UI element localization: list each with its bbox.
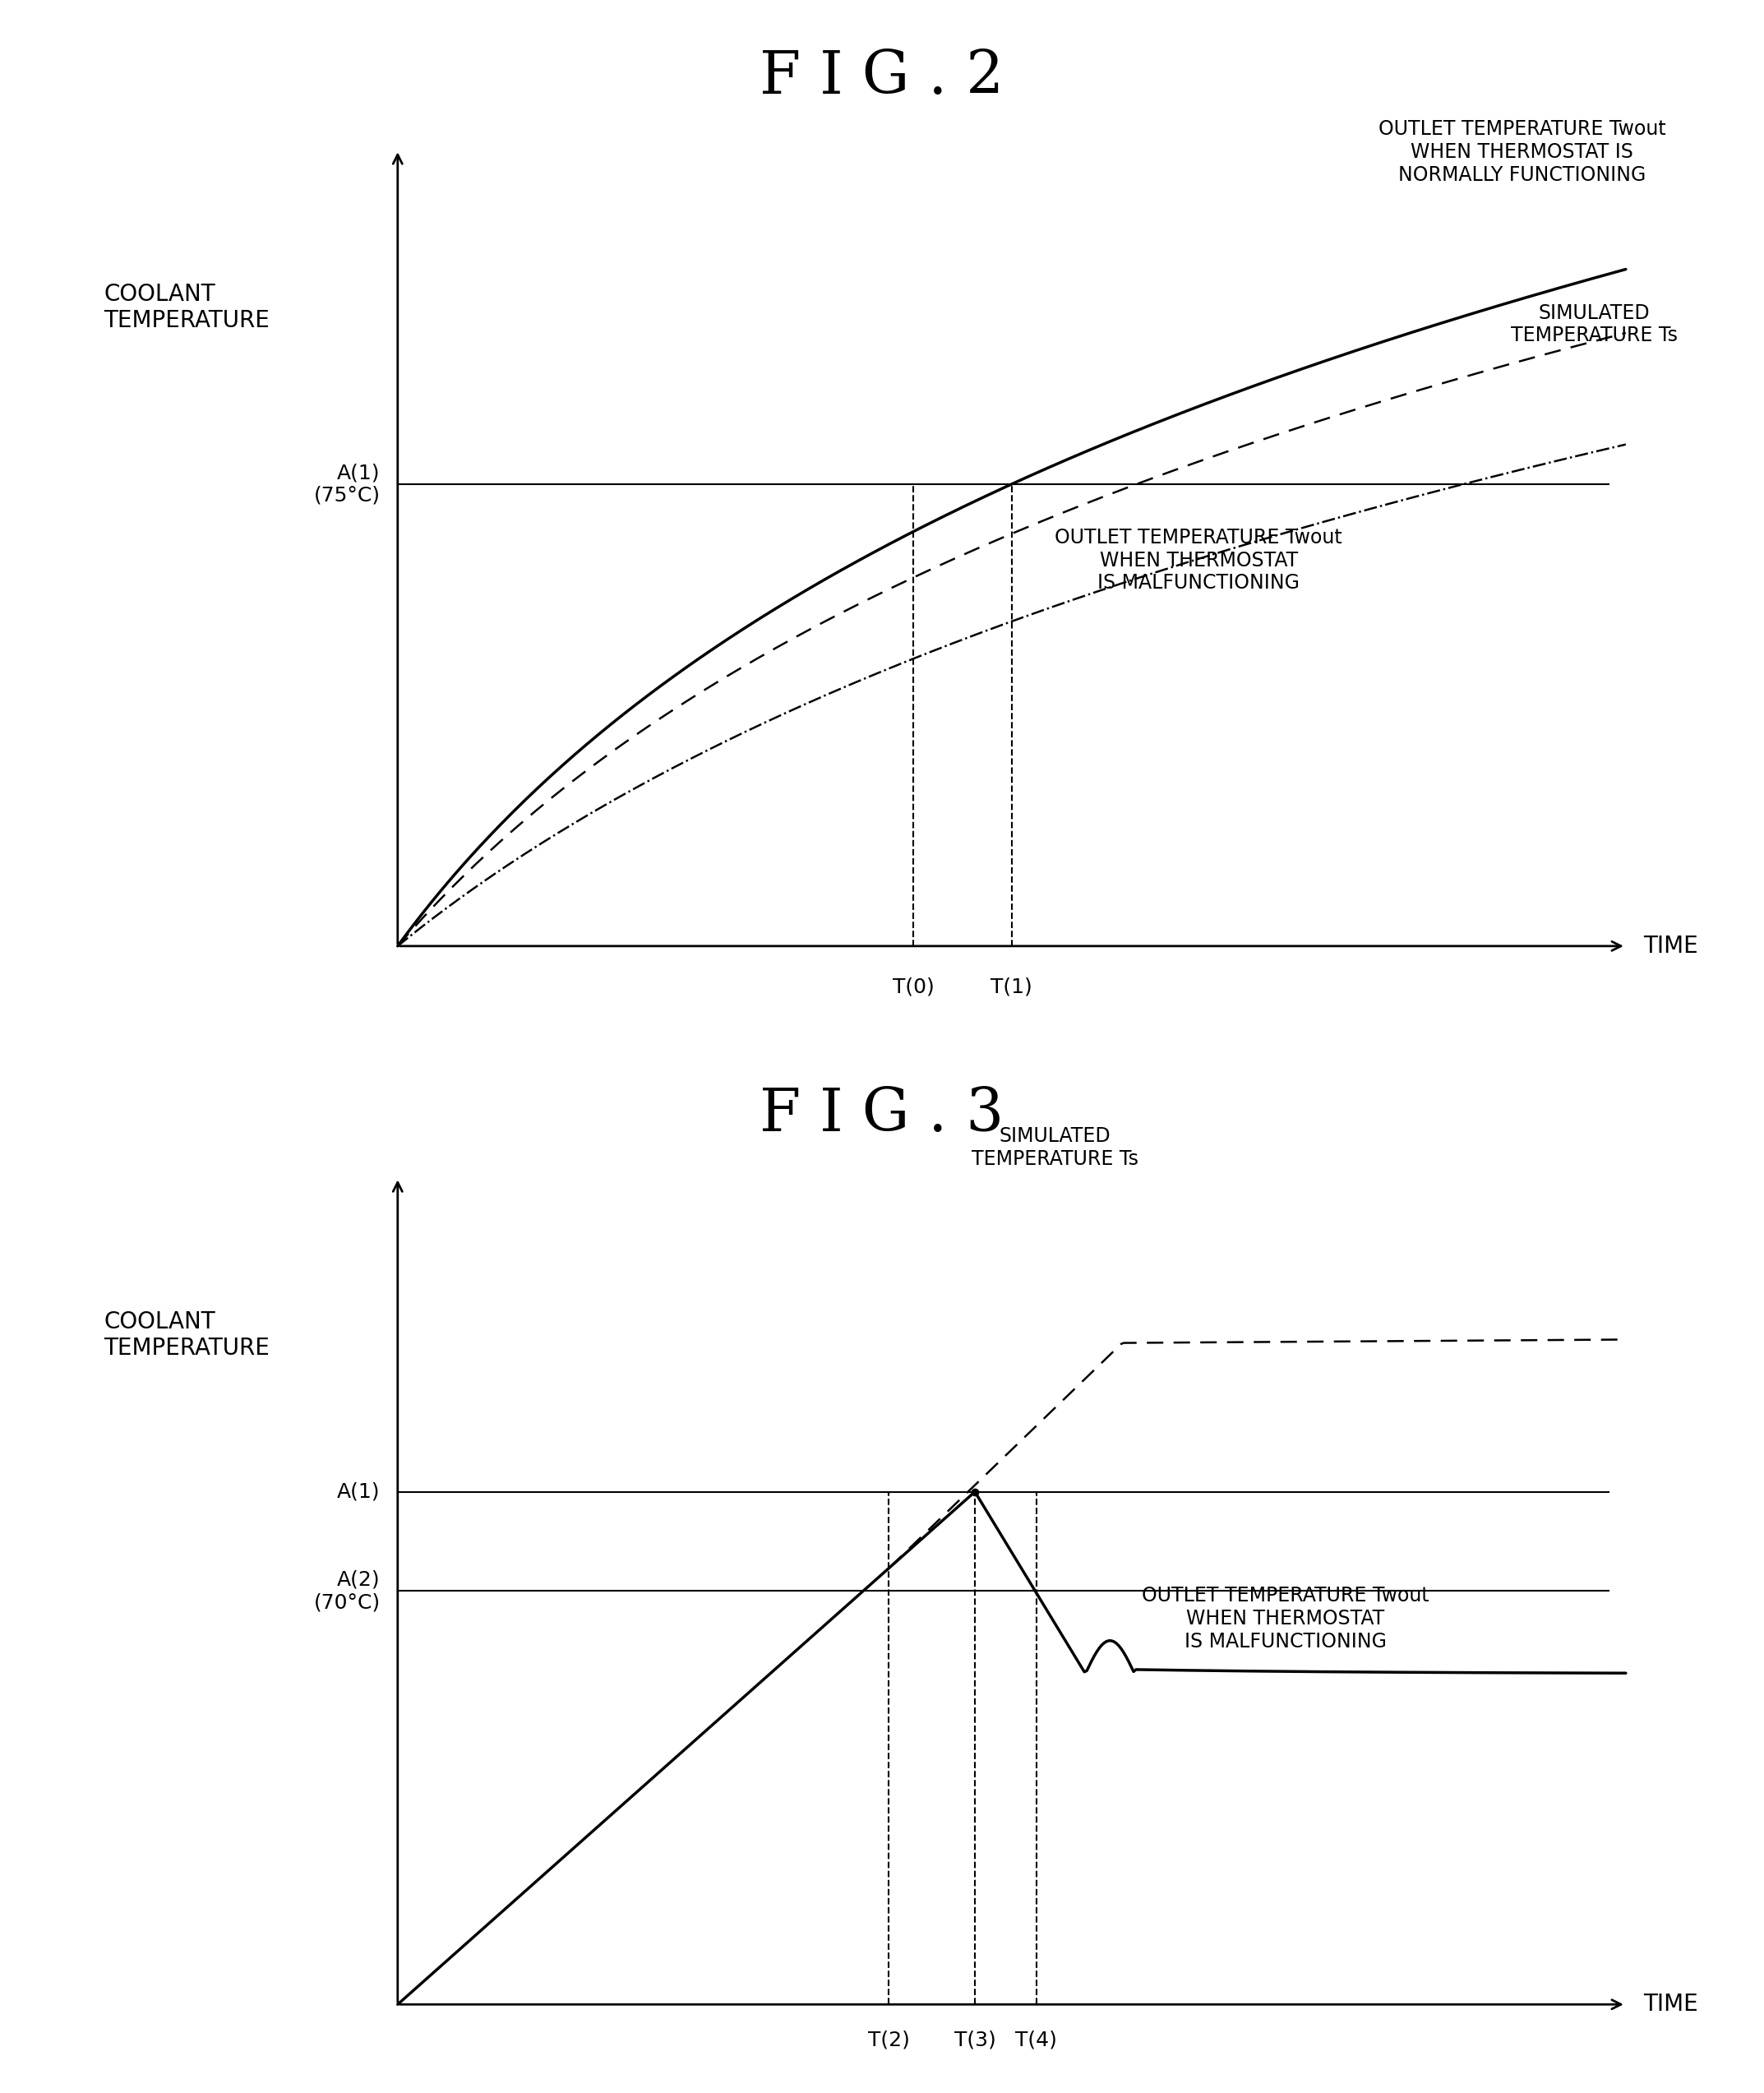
Text: T(3): T(3) [954, 2030, 995, 2049]
Text: TIME: TIME [1642, 1993, 1699, 2016]
Text: A(1): A(1) [337, 1482, 381, 1501]
Text: T(2): T(2) [868, 2030, 910, 2049]
Text: SIMULATED
TEMPERATURE Ts: SIMULATED TEMPERATURE Ts [1510, 303, 1678, 345]
Text: F I G . 3: F I G . 3 [760, 1086, 1004, 1143]
Text: A(1)
(75°C): A(1) (75°C) [314, 463, 381, 507]
Text: OUTLET TEMPERATURE Twout
WHEN THERMOSTAT
IS MALFUNCTIONING: OUTLET TEMPERATURE Twout WHEN THERMOSTAT… [1055, 527, 1342, 592]
Text: T(4): T(4) [1016, 2030, 1057, 2049]
Text: COOLANT
TEMPERATURE: COOLANT TEMPERATURE [104, 283, 270, 333]
Text: OUTLET TEMPERATURE Twout
WHEN THERMOSTAT
IS MALFUNCTIONING: OUTLET TEMPERATURE Twout WHEN THERMOSTAT… [1141, 1586, 1429, 1651]
Text: SIMULATED
TEMPERATURE Ts: SIMULATED TEMPERATURE Ts [972, 1126, 1138, 1170]
Text: A(2)
(70°C): A(2) (70°C) [314, 1570, 381, 1612]
Text: T(0): T(0) [893, 977, 935, 996]
Text: OUTLET TEMPERATURE Twout
WHEN THERMOSTAT IS
NORMALLY FUNCTIONING: OUTLET TEMPERATURE Twout WHEN THERMOSTAT… [1378, 119, 1665, 184]
Text: TIME: TIME [1642, 936, 1699, 959]
Text: F I G . 2: F I G . 2 [760, 48, 1004, 107]
Text: T(1): T(1) [991, 977, 1032, 996]
Text: COOLANT
TEMPERATURE: COOLANT TEMPERATURE [104, 1310, 270, 1360]
